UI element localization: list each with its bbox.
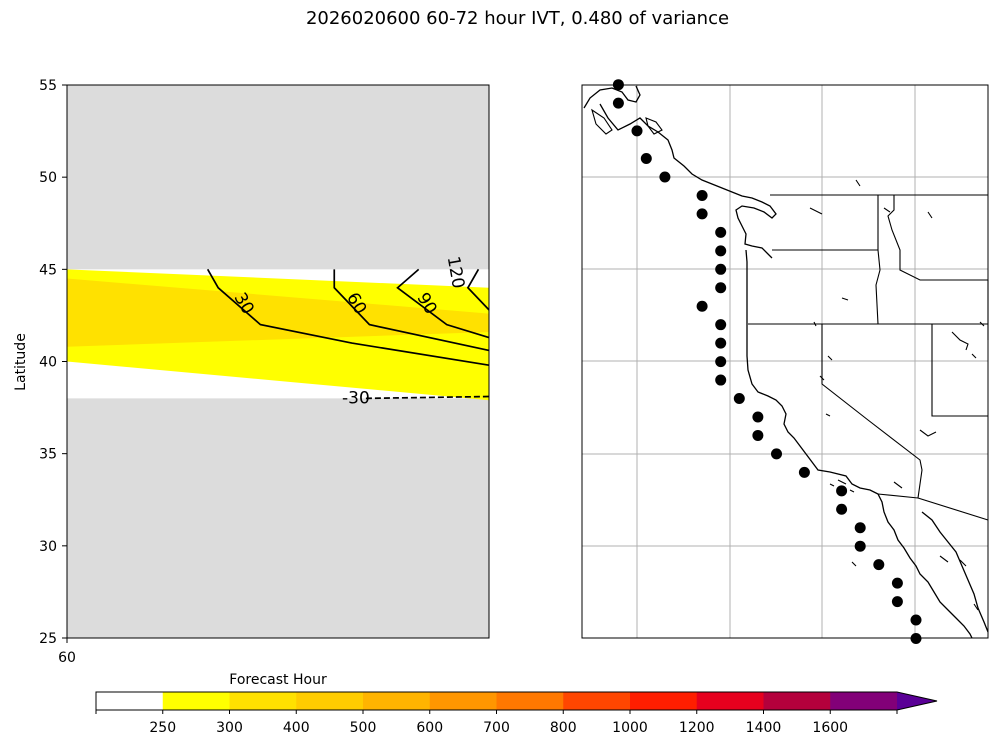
y-tick-label: 55	[39, 78, 57, 94]
colorbar-cell	[563, 692, 631, 710]
figure-title: 2026020600 60-72 hour IVT, 0.480 of vari…	[305, 8, 730, 29]
ivt-fill-layer	[67, 269, 489, 401]
map-point	[715, 337, 727, 349]
colorbar-cell	[162, 692, 230, 710]
colorbar-tick-label: 500	[350, 720, 377, 736]
y-axis-label: Latitude	[13, 333, 29, 391]
contour-line-0	[206, 268, 490, 367]
colorbar-cell	[96, 692, 164, 710]
map-point	[715, 226, 727, 238]
contour-line-1	[333, 269, 490, 352]
colorbar-cell	[229, 692, 297, 710]
map-point	[910, 614, 922, 626]
colorbar-tick-label: 250	[149, 720, 176, 736]
y-tick-label: 40	[39, 355, 57, 371]
map-point	[771, 448, 782, 460]
colorbar-cell	[429, 692, 497, 710]
map-point	[752, 429, 764, 441]
international-border	[877, 493, 919, 499]
map-point	[891, 577, 903, 589]
colorbar-outline	[95, 691, 938, 711]
map-gridlines	[582, 85, 988, 638]
colorbar-tick-label: 800	[550, 720, 577, 736]
map-point	[752, 411, 764, 423]
colorbar: Forecast Hour 250 300 400 500 600 700 800 1000 1…	[95, 672, 938, 736]
map-point	[640, 153, 652, 165]
colorbar-cell	[763, 692, 831, 710]
map-point	[696, 189, 708, 201]
colorbar-cell	[630, 692, 698, 710]
colorbar-tick-label: 1000	[612, 720, 648, 736]
colorbar-tick-label: 1400	[746, 720, 782, 736]
coastline	[583, 85, 973, 639]
colorbar-cell	[496, 692, 564, 710]
map-point	[715, 263, 727, 275]
colorbar-tick-label: 700	[483, 720, 510, 736]
ivt-fill-band-1	[67, 278, 489, 347]
map-point	[715, 374, 727, 386]
colorbar-tick-label: 600	[416, 720, 443, 736]
map-point	[631, 125, 643, 137]
colorbar-cell	[363, 692, 431, 710]
map-point	[891, 596, 903, 608]
map-point	[798, 466, 810, 478]
map-point	[659, 171, 671, 183]
map-point	[854, 540, 866, 552]
map-frame	[581, 84, 989, 639]
colorbar-tick-label: 1600	[812, 720, 848, 736]
map-point	[836, 503, 848, 515]
map-point	[715, 356, 727, 368]
map-point	[854, 522, 866, 534]
left-y-axis: 25 30 35 40 45 50 55	[39, 78, 67, 647]
y-tick-label: 30	[39, 539, 57, 555]
colorbar-cell	[296, 692, 364, 710]
y-tick-label: 50	[39, 170, 57, 186]
colorbar-extension	[897, 692, 937, 710]
map-panel	[581, 79, 989, 644]
x-tick-label: 60	[58, 650, 76, 666]
state-borders	[748, 194, 989, 521]
colorbar-cells	[95, 691, 938, 711]
contour-line-4	[365, 395, 490, 400]
colorbar-cell	[830, 692, 898, 710]
contour-line-2	[396, 268, 490, 339]
coastal-islands	[591, 108, 985, 611]
contour-label-4: -30	[342, 388, 370, 408]
map-point	[715, 282, 727, 294]
left-x-axis: 60	[58, 638, 76, 666]
colorbar-tick-label: 1200	[679, 720, 715, 736]
y-tick-label: 45	[39, 262, 57, 278]
colorbar-cell	[696, 692, 764, 710]
baja-gulf-coast	[921, 511, 989, 633]
map-point	[696, 300, 708, 312]
map-point	[733, 393, 745, 405]
colorbar-tick-label: 300	[216, 720, 243, 736]
y-tick-label: 35	[39, 447, 57, 463]
colorbar-tick-label: 400	[283, 720, 310, 736]
map-point	[836, 485, 848, 497]
colorbar-label: Forecast Hour	[229, 672, 327, 688]
colorbar-ticks: 250 300 400 500 600 700 800 1000 1200 1400 1600	[95, 710, 898, 736]
y-tick-label: 25	[39, 631, 57, 647]
map-point	[873, 559, 885, 571]
map-point	[612, 97, 624, 109]
map-point	[696, 208, 708, 220]
contour-line-3	[466, 268, 490, 311]
map-point	[715, 319, 727, 331]
map-point	[715, 245, 727, 257]
